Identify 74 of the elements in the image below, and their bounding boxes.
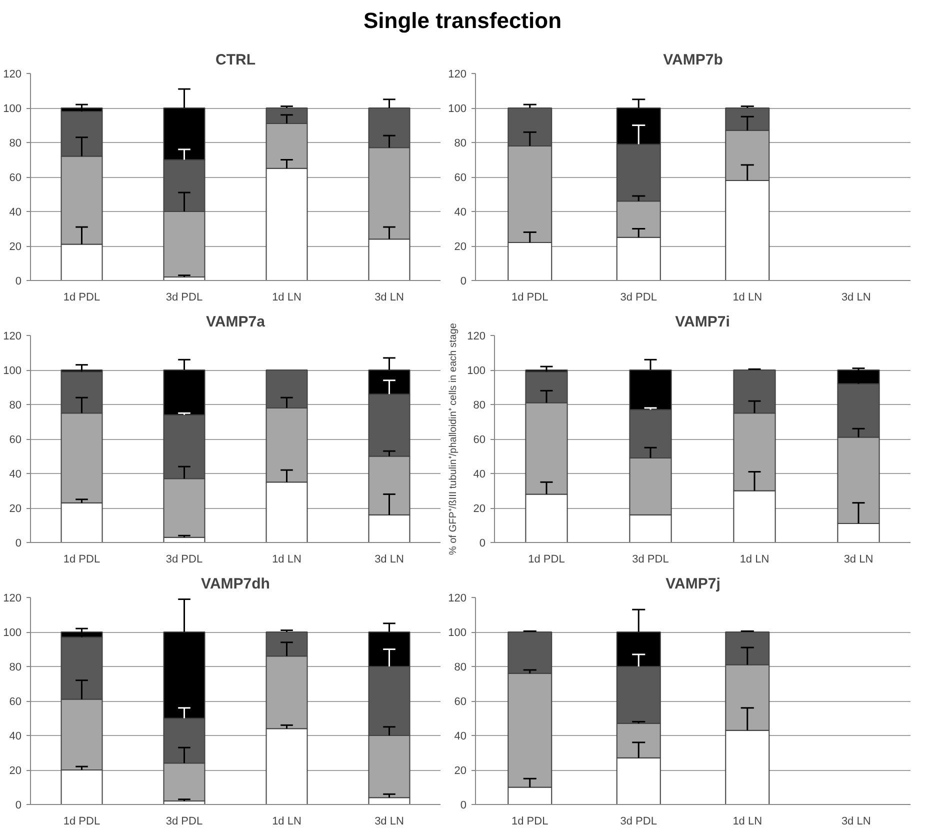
y-tick-label: 20 — [473, 503, 486, 515]
x-tick-label: 3d LN — [841, 292, 871, 304]
y-tick-label: 0 — [15, 276, 22, 288]
x-tick-label: 3d PDL — [166, 816, 203, 828]
x-tick-label: 1d PDL — [63, 292, 100, 304]
x-tick-label: 3d LN — [374, 292, 404, 304]
y-tick-label: 100 — [3, 627, 22, 639]
y-tick-label: 60 — [9, 434, 22, 446]
y-tick-label: 120 — [448, 68, 467, 80]
x-tick-label: 1d LN — [732, 816, 762, 828]
x-tick-label: 1d PDL — [512, 816, 548, 828]
y-tick-label: 40 — [473, 468, 486, 480]
y-tick-label: 80 — [9, 400, 22, 412]
y-tick-label: 60 — [9, 696, 22, 708]
y-tick-label: 40 — [9, 206, 22, 218]
y-tick-label: 40 — [454, 730, 467, 742]
chart-title: VAMP7a — [206, 314, 266, 330]
y-tick-label: 100 — [3, 103, 22, 115]
x-tick-label: 1d PDL — [63, 554, 100, 566]
y-tick-label: 120 — [467, 330, 486, 342]
x-tick-label: 1d LN — [740, 554, 770, 566]
y-tick-label: 80 — [9, 662, 22, 674]
x-tick-label: 3d PDL — [620, 292, 657, 304]
chart-title: CTRL — [216, 52, 256, 68]
x-tick-label: 1d PDL — [512, 292, 548, 304]
x-tick-label: 1d LN — [732, 292, 762, 304]
x-tick-label: 3d LN — [841, 816, 871, 828]
y-tick-label: 40 — [9, 468, 22, 480]
y-tick-label: 20 — [9, 241, 22, 253]
x-tick-label: 3d LN — [844, 554, 874, 566]
y-tick-label: 20 — [454, 765, 467, 777]
x-tick-label: 1d LN — [272, 292, 302, 304]
y-tick-label: 60 — [454, 696, 467, 708]
y-tick-label: 120 — [448, 592, 467, 604]
x-tick-label: 3d PDL — [166, 554, 203, 566]
y-tick-label: 0 — [15, 800, 22, 812]
x-tick-label: 3d LN — [374, 554, 404, 566]
y-tick-label: 20 — [454, 241, 467, 253]
x-tick-label: 1d LN — [272, 816, 302, 828]
y-tick-label: 0 — [460, 276, 467, 288]
y-tick-label: 20 — [9, 503, 22, 515]
y-tick-label: 20 — [9, 765, 22, 777]
y-axis-title: % of GFP⁺/ßIII tubulin⁺/phalloidin⁺ cells in each stage — [448, 322, 460, 555]
y-tick-label: 120 — [3, 330, 22, 342]
y-tick-label: 80 — [473, 400, 486, 412]
x-tick-label: 3d PDL — [620, 816, 657, 828]
x-tick-label: 1d PDL — [528, 554, 565, 566]
y-tick-label: 60 — [473, 434, 486, 446]
x-tick-label: 3d PDL — [166, 292, 203, 304]
x-tick-label: 1d PDL — [63, 816, 100, 828]
y-tick-label: 100 — [448, 627, 467, 639]
y-tick-label: 120 — [3, 592, 22, 604]
y-tick-label: 80 — [454, 138, 467, 150]
y-tick-label: 0 — [460, 800, 467, 812]
y-tick-label: 60 — [454, 172, 467, 184]
x-tick-label: 3d PDL — [632, 554, 669, 566]
y-tick-label: 40 — [454, 206, 467, 218]
x-tick-label: 1d LN — [272, 554, 302, 566]
y-tick-label: 100 — [3, 365, 22, 377]
chart-title: VAMP7i — [675, 314, 730, 330]
chart-title: VAMP7dh — [201, 576, 270, 592]
y-tick-label: 60 — [9, 172, 22, 184]
y-tick-label: 80 — [454, 662, 467, 674]
x-tick-label: 3d LN — [374, 816, 404, 828]
chart-title: VAMP7b — [663, 52, 723, 68]
y-tick-label: 40 — [9, 730, 22, 742]
y-tick-label: 0 — [479, 538, 486, 550]
y-tick-label: 120 — [3, 68, 22, 80]
y-tick-label: 100 — [448, 103, 467, 115]
y-tick-label: 80 — [9, 138, 22, 150]
y-tick-label: 0 — [15, 538, 22, 550]
chart-title: VAMP7j — [666, 576, 720, 592]
y-tick-label: 100 — [467, 365, 486, 377]
text: Single transfection — [363, 7, 562, 35]
